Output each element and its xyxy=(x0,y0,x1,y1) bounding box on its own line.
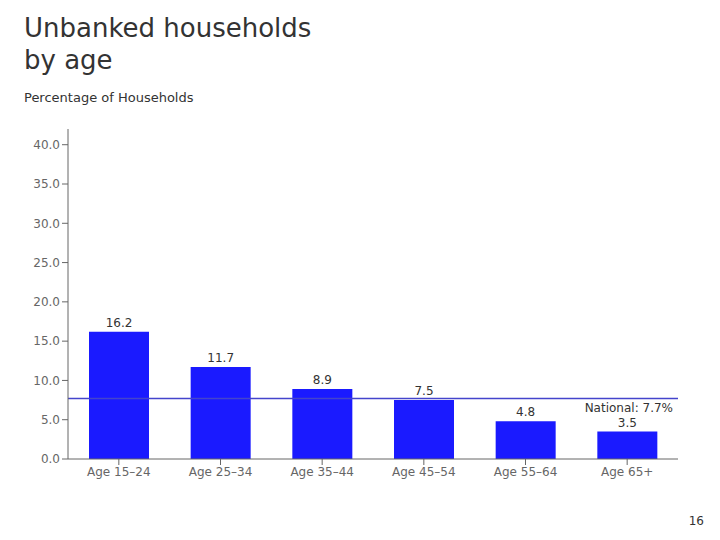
svg-text:10.0: 10.0 xyxy=(33,374,60,388)
svg-text:20.0: 20.0 xyxy=(33,295,60,309)
svg-text:National: 7.7%: National: 7.7% xyxy=(585,401,673,415)
svg-text:16.2: 16.2 xyxy=(106,316,133,330)
svg-text:40.0: 40.0 xyxy=(33,138,60,152)
svg-text:Age 25–34: Age 25–34 xyxy=(189,465,253,479)
svg-text:15.0: 15.0 xyxy=(33,334,60,348)
svg-text:Age 65+: Age 65+ xyxy=(601,465,653,479)
svg-text:Age 35–44: Age 35–44 xyxy=(290,465,354,479)
svg-text:8.9: 8.9 xyxy=(313,373,332,387)
svg-text:0.0: 0.0 xyxy=(41,452,60,466)
svg-text:11.7: 11.7 xyxy=(207,351,234,365)
svg-text:Age 55–64: Age 55–64 xyxy=(494,465,558,479)
svg-text:5.0: 5.0 xyxy=(41,413,60,427)
html-text:16: 16 xyxy=(688,514,704,528)
svg-text:3.5: 3.5 xyxy=(618,416,637,430)
html-text:Unbanked households by age: Unbanked households by age xyxy=(24,13,312,75)
html-text:Percentage of Households: Percentage of Households xyxy=(24,90,194,105)
svg-text:Age 15–24: Age 15–24 xyxy=(87,465,151,479)
svg-text:30.0: 30.0 xyxy=(33,217,60,231)
svg-text:35.0: 35.0 xyxy=(33,177,60,191)
svg-text:25.0: 25.0 xyxy=(33,256,60,270)
svg-text:Age 45–54: Age 45–54 xyxy=(392,465,456,479)
svg-text:4.8: 4.8 xyxy=(516,405,535,419)
svg-text:7.5: 7.5 xyxy=(414,384,433,398)
